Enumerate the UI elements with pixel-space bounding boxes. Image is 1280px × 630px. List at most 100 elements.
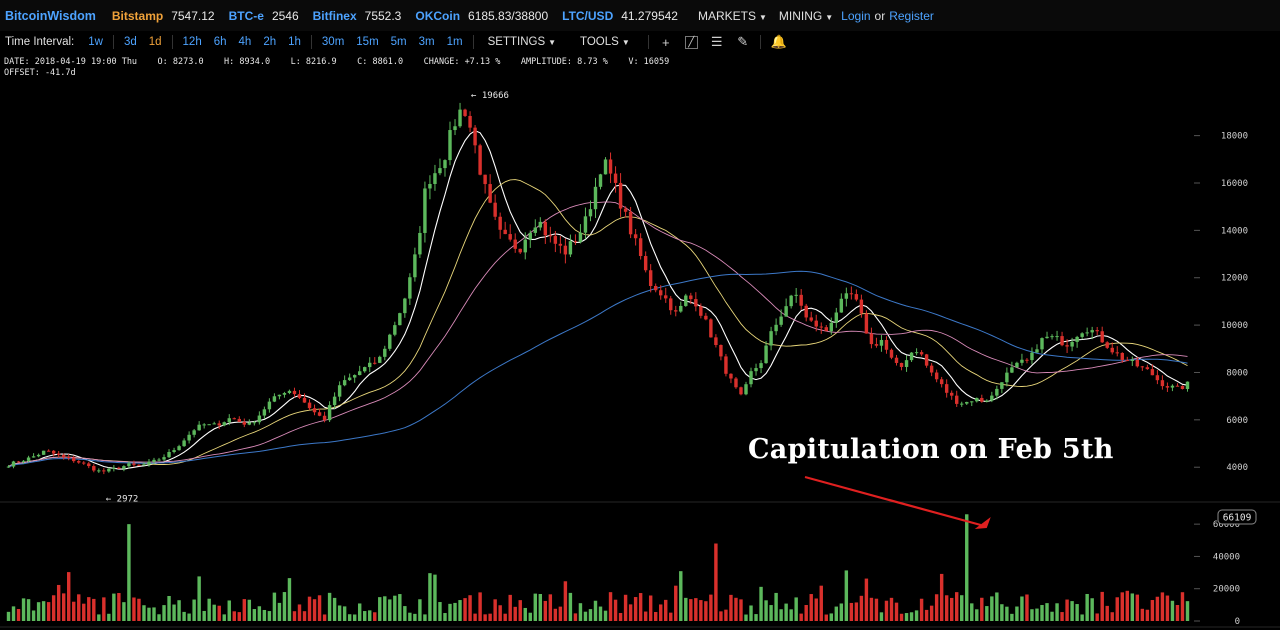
candle-body bbox=[849, 293, 854, 295]
volume-bar bbox=[347, 614, 352, 621]
volume-bar bbox=[212, 604, 216, 621]
volume-bar bbox=[899, 613, 904, 621]
candle-body bbox=[985, 400, 989, 402]
volume-bar bbox=[478, 592, 482, 621]
volume-bar bbox=[162, 605, 166, 621]
market-ltc-usd[interactable]: LTC/USD 41.279542 bbox=[562, 9, 678, 23]
brand-logo[interactable]: BitcoinWisdom bbox=[5, 8, 96, 23]
interval-2h[interactable]: 2h bbox=[263, 36, 277, 48]
interval-30m[interactable]: 30m bbox=[321, 36, 345, 48]
register-link[interactable]: Register bbox=[889, 8, 934, 23]
crosshair-icon[interactable]: + bbox=[661, 34, 670, 50]
candle-body bbox=[995, 388, 999, 396]
tools-menu[interactable]: TOOLS ▼ bbox=[580, 36, 630, 48]
volume-bar bbox=[1150, 600, 1155, 621]
volume-bar bbox=[679, 571, 683, 621]
market-btc-e[interactable]: BTC-e 2546 bbox=[229, 9, 299, 23]
candle-body bbox=[804, 305, 808, 318]
interval-1m[interactable]: 1m bbox=[446, 36, 463, 48]
interval-1w[interactable]: 1w bbox=[88, 36, 103, 48]
candle-body bbox=[418, 232, 422, 255]
market-okcoin[interactable]: OKCoin 6185.83/38800 bbox=[415, 9, 548, 23]
volume-bar bbox=[879, 612, 884, 621]
moving-average-yellow bbox=[8, 179, 1188, 467]
volume-bar bbox=[132, 597, 136, 621]
candle-body bbox=[363, 367, 367, 372]
volume-bar bbox=[242, 599, 247, 621]
volume-bar bbox=[714, 543, 718, 621]
volume-tick-label: 0 bbox=[1235, 617, 1240, 627]
volume-max-badge bbox=[1217, 509, 1257, 525]
volume-bar bbox=[1050, 611, 1054, 621]
candle-body bbox=[613, 173, 618, 183]
interval-15m[interactable]: 15m bbox=[356, 36, 379, 48]
alarm-bell-icon[interactable]: 🔔 bbox=[770, 34, 787, 49]
candle-body bbox=[282, 393, 287, 395]
toolbar-divider bbox=[171, 35, 173, 49]
offset-line: OFFSET: -41.7d bbox=[4, 68, 76, 78]
volume-bar bbox=[839, 603, 844, 621]
candle-body bbox=[237, 418, 241, 422]
candle-body bbox=[884, 339, 889, 350]
interval-6h[interactable]: 6h bbox=[213, 36, 227, 48]
volume-bar bbox=[990, 596, 994, 621]
volume-bar bbox=[939, 573, 944, 621]
interval-3m[interactable]: 3m bbox=[418, 36, 435, 48]
candle-body bbox=[759, 363, 763, 369]
candle-body bbox=[317, 412, 322, 416]
volume-bar bbox=[598, 606, 603, 621]
volume-bar bbox=[97, 614, 101, 621]
volume-bar bbox=[844, 570, 849, 621]
line-tool-icon[interactable]: ╱ bbox=[684, 35, 698, 49]
interval-1h[interactable]: 1h bbox=[288, 36, 301, 48]
candle-body bbox=[187, 434, 191, 441]
volume-bar bbox=[82, 603, 86, 621]
chevron-down-icon: ▼ bbox=[621, 38, 630, 47]
pen-icon[interactable]: ✎ bbox=[737, 34, 749, 49]
volume-bar bbox=[894, 602, 899, 621]
price-tick-label: 10000 bbox=[1221, 321, 1248, 331]
candle-body bbox=[36, 454, 41, 457]
volume-bar bbox=[1120, 592, 1124, 621]
candle-body bbox=[789, 295, 793, 307]
volume-bar bbox=[352, 614, 357, 621]
volume-bar bbox=[31, 610, 36, 621]
volume-bar bbox=[558, 606, 563, 621]
markets-menu[interactable]: MARKETS ▼ bbox=[698, 9, 767, 23]
interval-12h[interactable]: 12h bbox=[182, 36, 202, 48]
candle-body bbox=[1175, 385, 1180, 387]
candle-body bbox=[588, 209, 593, 217]
volume-bar bbox=[1180, 592, 1185, 621]
candle-body bbox=[1075, 336, 1079, 342]
volume-bar bbox=[789, 609, 793, 621]
market-bitstamp[interactable]: Bitstamp 7547.12 bbox=[112, 9, 215, 23]
interval-3d[interactable]: 3d bbox=[123, 36, 137, 48]
mining-menu[interactable]: MINING ▼ bbox=[779, 9, 833, 23]
candle-body bbox=[583, 216, 588, 233]
candle-body bbox=[11, 461, 16, 467]
horizontal-lines-icon[interactable]: ☰ bbox=[710, 34, 723, 49]
candle-body bbox=[197, 424, 201, 431]
volume-bar bbox=[724, 609, 728, 621]
login-link[interactable]: Login bbox=[841, 8, 871, 23]
candle-body bbox=[1185, 381, 1190, 390]
volume-bar bbox=[1090, 598, 1094, 621]
settings-menu[interactable]: SETTINGS ▼ bbox=[488, 36, 556, 48]
candle-body bbox=[1125, 359, 1129, 362]
capitulation-annotation: Capitulation on Feb 5th bbox=[748, 434, 1114, 465]
interval-5m[interactable]: 5m bbox=[390, 36, 407, 48]
volume-bar bbox=[759, 586, 763, 621]
candle-body bbox=[533, 227, 537, 233]
volume-bar bbox=[1060, 612, 1064, 621]
price-chart[interactable]: 4000 6000 8000 10000 12000 14000 16000 18000 0 20… bbox=[0, 53, 1280, 630]
interval-1d[interactable]: 1d bbox=[148, 36, 162, 48]
interval-4h[interactable]: 4h bbox=[238, 36, 252, 48]
price-tick-label: 4000 bbox=[1226, 463, 1248, 473]
candle-body bbox=[488, 184, 492, 203]
volume-bar bbox=[423, 614, 427, 621]
market-bitfinex[interactable]: Bitfinex 7552.3 bbox=[313, 9, 402, 23]
volume-bar bbox=[46, 602, 51, 621]
volume-bar bbox=[764, 600, 768, 621]
volume-bar bbox=[513, 606, 517, 621]
candle-body bbox=[1105, 342, 1109, 348]
